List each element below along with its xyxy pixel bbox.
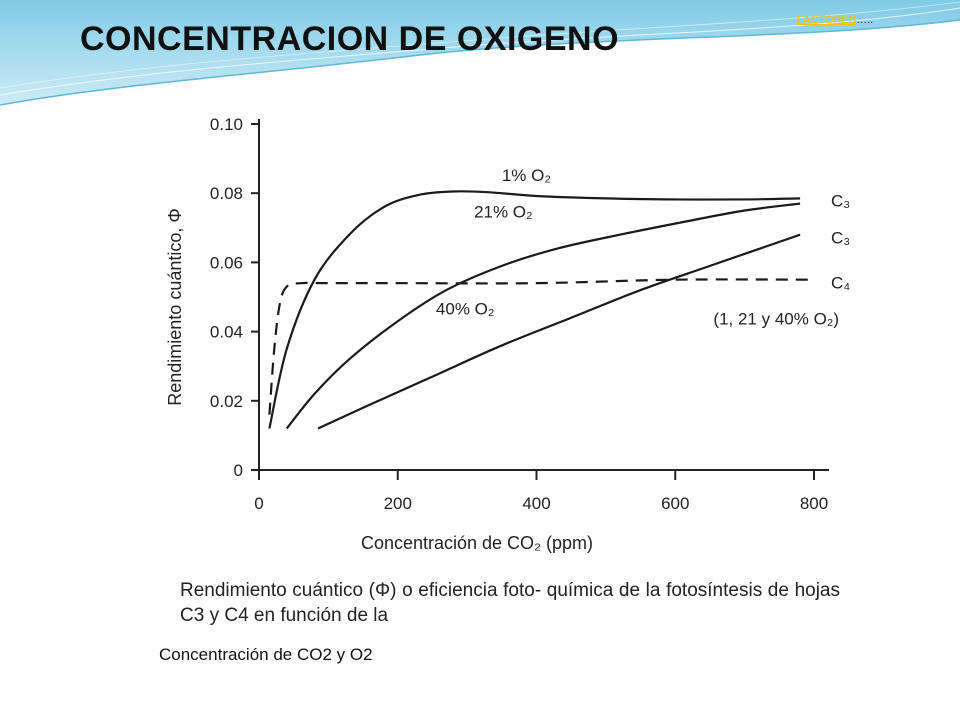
- y-axis-label: Rendimiento cuántico, Φ: [165, 208, 185, 405]
- factors-link-text[interactable]: FACTORES: [797, 14, 857, 26]
- series-line-1: [268, 190, 801, 429]
- series-label-4: (1, 21 y 40% O₂): [713, 310, 839, 329]
- quantum-yield-chart: 0 200 400 600 800 0 0.02 0.04 0.06 0.08 0.10 1% O₂…: [165, 115, 850, 553]
- x-tick-label: 400: [522, 494, 550, 513]
- slide-title: CONCENTRACION DE OXIGENO: [80, 20, 620, 58]
- x-tick-label: 0: [254, 494, 263, 513]
- series-label-1: 1% O₂: [502, 166, 551, 185]
- x-tick-label: 600: [661, 494, 689, 513]
- y-tick-label: 0.08: [210, 184, 243, 203]
- chart-series: [268, 190, 815, 430]
- x-tick-label: 200: [384, 494, 412, 513]
- factors-link[interactable]: FACTORES…..: [797, 14, 873, 26]
- factors-link-dots: …..: [856, 14, 874, 26]
- series-end-label-4: C₄: [831, 273, 850, 292]
- y-tick-label: 0: [234, 461, 243, 480]
- figure-caption: Rendimiento cuántico (Φ) o eficiencia fo…: [180, 580, 840, 626]
- header-wave-banner: [0, 0, 960, 113]
- y-tick-label: 0.06: [210, 253, 243, 272]
- chart-panel: 0 200 400 600 800 0 0.02 0.04 0.06 0.08 0.10 1% O₂…: [139, 97, 887, 640]
- x-axis-label: Concentración de CO₂ (ppm): [361, 533, 593, 553]
- chart-ticks: 0 200 400 600 800 0 0.02 0.04 0.06 0.08 0.10: [210, 115, 828, 513]
- chart-series-labels: 1% O₂ 21% O₂ 40% O₂ (1, 21 y 40% O₂) C₃ C₃ C₄: [436, 166, 850, 329]
- footer-caption: Concentración de CO2 y O2: [159, 645, 373, 664]
- y-tick-label: 0.04: [210, 323, 243, 342]
- series-line-4: [268, 278, 815, 415]
- series-label-2: 21% O₂: [474, 202, 533, 221]
- series-label-3: 40% O₂: [436, 299, 495, 318]
- y-tick-label: 0.02: [210, 392, 243, 411]
- series-line-2: [285, 202, 801, 430]
- chart-axes: [258, 119, 829, 471]
- y-tick-label: 0.10: [210, 115, 243, 134]
- series-line-3: [317, 233, 801, 430]
- series-end-label-1: C₃: [831, 191, 850, 210]
- x-tick-label: 800: [800, 494, 828, 513]
- series-end-label-3: C₃: [831, 228, 850, 247]
